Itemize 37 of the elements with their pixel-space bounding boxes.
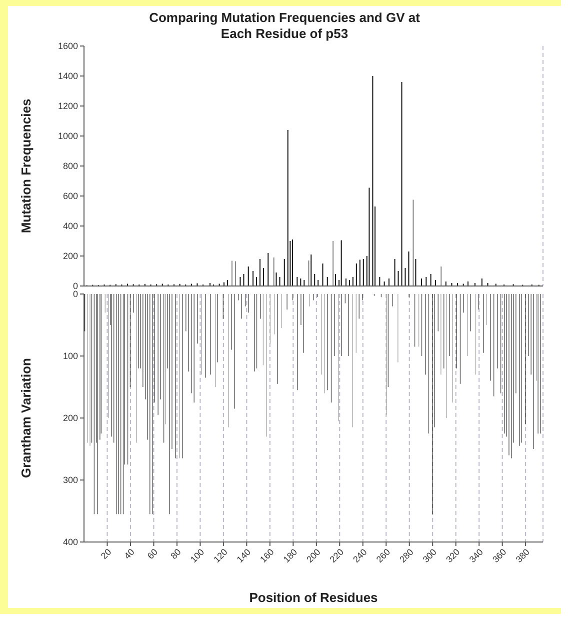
y-tick-label: 100	[62, 351, 78, 362]
x-tick-label: 40	[122, 546, 136, 562]
x-tick-label: 180	[281, 546, 300, 565]
y-tick-label: 300	[62, 475, 78, 486]
y-tick-label: 800	[62, 161, 78, 172]
y-tick-label: 400	[62, 221, 78, 232]
x-tick-label: 140	[234, 546, 253, 565]
x-tick-label: 360	[490, 546, 508, 565]
y-tick-label: 200	[62, 413, 78, 424]
x-tick-label: 80	[168, 546, 183, 562]
y-tick-label: 400	[62, 537, 78, 548]
x-tick-label: 20	[99, 546, 114, 562]
x-tick-label: 100	[188, 546, 206, 565]
x-tick-label: 280	[398, 546, 416, 565]
x-tick-label: 300	[420, 546, 439, 565]
y-tick-label: 0	[72, 281, 78, 292]
x-tick-label: 320	[444, 546, 462, 565]
y-axis-title: Grantham Variation	[18, 358, 34, 478]
y-tick-label: 0	[72, 289, 78, 300]
y-tick-label: 1600	[58, 41, 78, 52]
x-tick-label: 380	[514, 546, 532, 565]
y-tick-label: 200	[62, 251, 78, 262]
x-tick-label: 60	[146, 546, 160, 562]
y-tick-label: 1000	[58, 131, 78, 142]
x-axis-title: Position of Residues	[249, 590, 378, 605]
x-tick-label: 200	[304, 546, 322, 565]
y-tick-label: 1400	[58, 71, 78, 82]
x-tick-label: 220	[328, 546, 346, 565]
x-tick-label: 260	[374, 546, 392, 565]
y-tick-label: 600	[62, 191, 78, 202]
y-tick-label: 1200	[58, 101, 78, 112]
x-tick-label: 160	[258, 546, 276, 565]
y-axis-title: Mutation Frequencies	[18, 98, 34, 234]
chart-title: Comparing Mutation Frequencies and GV at Each Residue of p53	[148, 9, 421, 42]
x-tick-label: 340	[467, 546, 486, 565]
x-tick-label: 120	[212, 546, 230, 565]
x-tick-label: 240	[351, 546, 369, 565]
